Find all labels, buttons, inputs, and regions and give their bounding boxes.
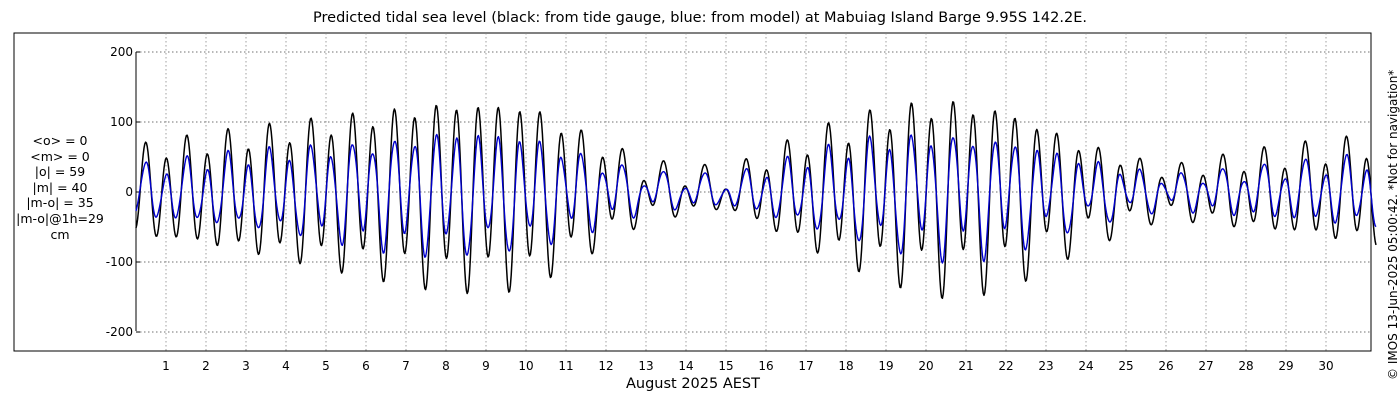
x-tick-label: 10: [518, 359, 533, 373]
x-tick-label: 1: [162, 359, 170, 373]
x-tick-label: 14: [678, 359, 693, 373]
y-tick-label: 100: [110, 115, 133, 129]
x-tick-label: 12: [598, 359, 613, 373]
x-tick-label: 28: [1238, 359, 1253, 373]
stat-mean-model: <m> = 0: [30, 148, 90, 164]
x-tick-label: 15: [718, 359, 733, 373]
x-tick-label: 8: [442, 359, 450, 373]
x-tick-label: 24: [1078, 359, 1093, 373]
series-line-tide-gauge: [135, 101, 1377, 300]
x-tick-label: 18: [838, 359, 853, 373]
chart-title: Predicted tidal sea level (black: from t…: [313, 10, 1087, 26]
x-tick-label: 4: [282, 359, 290, 373]
series-line-model: [135, 133, 1377, 264]
stat-abs-diff-1h: |m-o|@1h=29: [16, 210, 104, 226]
series-layer: [135, 101, 1377, 300]
x-tick-label: 19: [878, 359, 893, 373]
grid-layer: [136, 33, 1371, 351]
x-tick-label: 2: [202, 359, 210, 373]
y-tick-label: 0: [125, 185, 133, 199]
x-tick-label: 27: [1198, 359, 1213, 373]
x-tick-label: 26: [1158, 359, 1173, 373]
x-tick-label: 7: [402, 359, 410, 373]
x-tick-label: 9: [482, 359, 490, 373]
x-tick-label: 21: [958, 359, 973, 373]
y-tick-label: -200: [106, 325, 133, 339]
stat-mean-obs: <o> = 0: [32, 133, 88, 148]
x-tick-label: 6: [362, 359, 370, 373]
y-tick-label: -100: [106, 255, 133, 269]
x-tick-label: 5: [322, 359, 330, 373]
x-tick-label: 11: [558, 359, 573, 373]
x-tick-label: 30: [1318, 359, 1333, 373]
stat-abs-obs: |o| = 59: [34, 164, 86, 180]
x-tick-label: 23: [1038, 359, 1053, 373]
x-axis-label: August 2025 AEST: [625, 376, 760, 392]
x-tick-label: 25: [1118, 359, 1133, 373]
x-tick-label: 13: [638, 359, 653, 373]
x-tick-label: 3: [242, 359, 250, 373]
x-tick-label: 20: [918, 359, 933, 373]
y-tick-label: 200: [110, 45, 133, 59]
x-tick-label: 17: [798, 359, 813, 373]
x-tick-label: 29: [1278, 359, 1293, 373]
stat-abs-model: |m| = 40: [32, 179, 88, 195]
credit-text: © IMOS 13-Jun-2025 05:00:42. *Not for na…: [1386, 69, 1400, 380]
stat-units: cm: [50, 226, 70, 242]
x-tick-label: 22: [998, 359, 1013, 373]
x-tick-label: 16: [758, 359, 773, 373]
stat-abs-diff: |m-o| = 35: [26, 195, 94, 211]
stats-panel: <o> = 0 <m> = 0 |o| = 59 |m| = 40 |m-o| …: [10, 133, 110, 242]
